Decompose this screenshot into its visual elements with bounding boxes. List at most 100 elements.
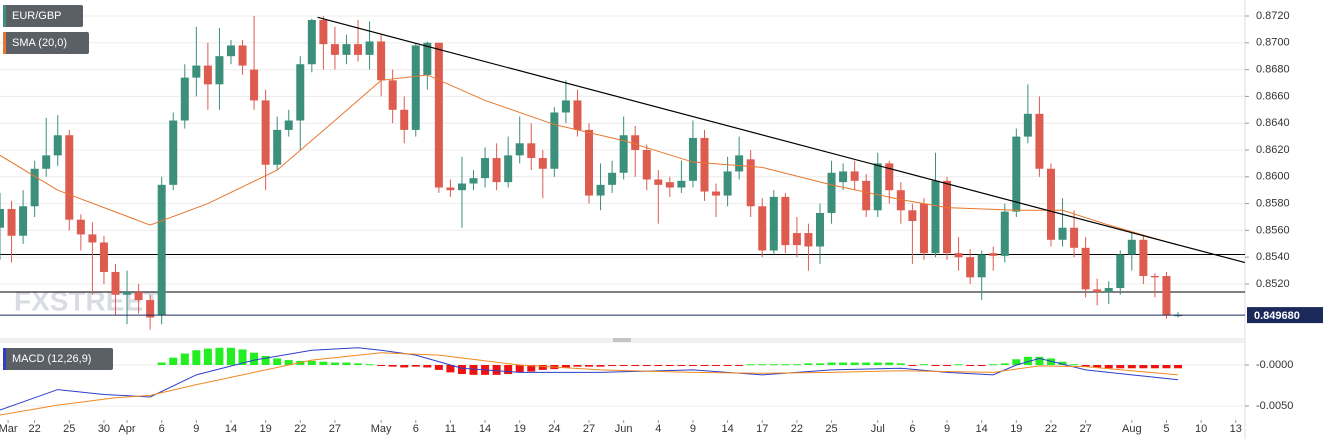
y-tick-label: 0.8700 [1256,37,1290,49]
histogram-bar [330,362,339,365]
candle-body [1104,288,1113,293]
candle-body [688,137,697,181]
candle-body [1139,239,1148,276]
histogram-bar [1174,365,1183,369]
histogram-bar [457,365,466,375]
x-tick-label: 25 [63,423,75,435]
histogram-bar [919,364,928,366]
histogram-bar [885,362,894,365]
candle-body [873,163,882,211]
candle-body [1046,168,1055,240]
signal-line [0,352,1179,416]
candle-body [354,44,363,55]
separator-grip [613,338,631,342]
x-tick-label: Jul [871,423,885,435]
x-tick-label: Mar [0,423,18,435]
candle-body [330,44,339,55]
histogram-bar [723,365,732,366]
candle-body [1058,227,1067,240]
candle-body [538,158,547,169]
legend-macd[interactable]: MACD (12,26,9) [12,353,91,365]
candle-body [573,100,582,130]
histogram-bar [573,365,582,367]
x-tick-label: Jun [615,423,633,435]
histogram-bar [746,364,755,366]
histogram-bar [434,365,443,370]
histogram-bar [654,365,663,366]
x-tick-label: 10 [1195,423,1207,435]
histogram-bar [215,347,224,365]
histogram-bar [411,365,420,367]
legend-symbol[interactable]: EUR/GBP [12,10,62,22]
x-tick-label: 27 [1079,423,1091,435]
legend-sma[interactable]: SMA (20,0) [12,37,67,49]
candle-body [1093,289,1102,293]
candle-body [273,129,282,165]
candle-body [1127,239,1136,255]
x-tick-label: 22 [791,423,803,435]
candle-body [446,187,455,191]
histogram-bar [400,365,409,368]
x-tick-label: 9 [690,423,696,435]
legend-stripe [3,32,6,54]
macd-line [0,347,1179,411]
x-tick-label: 24 [548,423,560,435]
legend-box[interactable] [3,32,89,54]
x-tick-label: 27 [583,423,595,435]
candle-body [561,100,570,113]
histogram-bar [1058,361,1067,365]
candle-body [296,64,305,121]
candle-body [792,233,801,246]
x-tick-label: 27 [329,423,341,435]
candle-body [642,149,651,180]
y-tick-label: -0.0000 [1256,359,1293,371]
histogram-bar [1023,356,1032,365]
histogram-bar [712,365,721,366]
histogram-bar [827,362,836,365]
histogram-bar [1012,359,1021,365]
y-tick-label: 0.8720 [1256,10,1290,22]
legend-box[interactable] [3,5,83,27]
x-tick-label: 11 [445,423,456,435]
last-price-box [1247,307,1323,324]
candle-body [284,120,293,130]
x-tick-label: 14 [976,423,988,435]
candle-body [238,45,247,66]
candle-body [319,20,328,45]
candle-body [180,77,189,121]
histogram-bar [804,363,813,365]
candle-body [608,172,617,185]
candle-body [192,65,201,78]
histogram-bar [1000,363,1009,365]
candle-body [411,45,420,130]
candle-body [250,69,259,101]
histogram-bar [515,365,524,373]
x-tick-label: 17 [756,423,768,435]
candle-body [203,65,212,85]
candle-body [677,180,686,188]
candle-body [769,196,778,251]
histogram-bar [931,365,940,366]
x-tick-label: 22 [1045,423,1057,435]
candle-body [515,143,524,156]
candle-body [19,206,28,236]
candle-body [365,41,374,55]
histogram-bar [284,360,293,365]
candle-body [723,171,732,196]
histogram-bar [377,365,386,366]
legend-box[interactable] [3,348,113,370]
candle-body [585,129,594,196]
candle-body [146,300,155,318]
histogram-bar [319,361,328,365]
x-tick-label: 25 [825,423,837,435]
histogram-bar [527,365,536,372]
histogram-bar [839,362,848,365]
histogram-bar [862,362,871,365]
candle-body [827,172,836,213]
histogram-bar [261,355,270,365]
candle-body [1081,247,1090,290]
candle-body [1000,211,1009,256]
candle-body [966,257,975,278]
histogram-bar [989,364,998,366]
candle-body [943,180,952,254]
